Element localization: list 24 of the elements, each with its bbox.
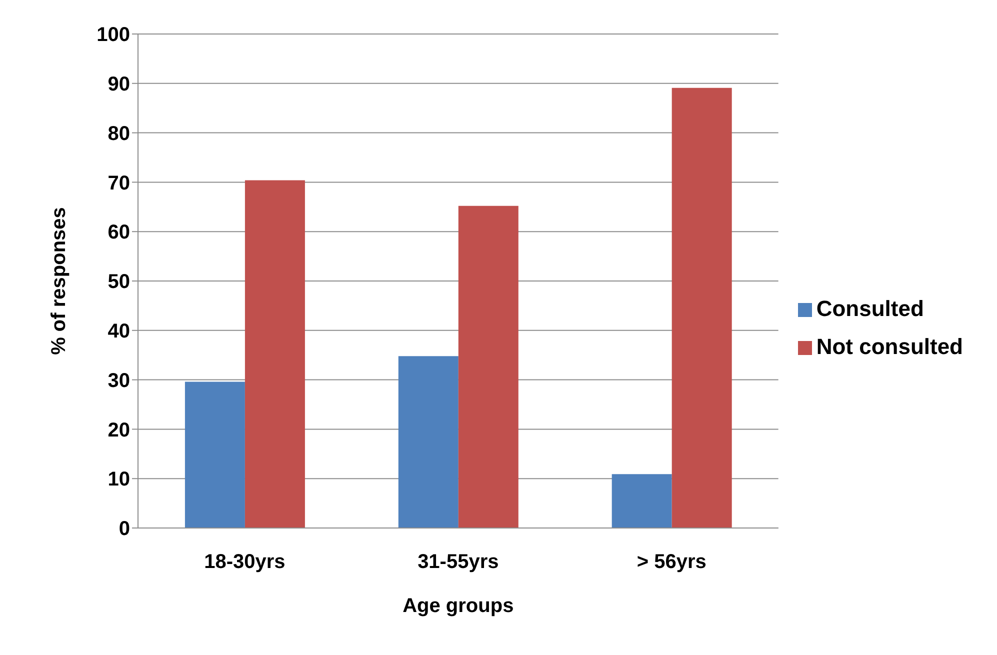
y-tick-label: 20 bbox=[108, 419, 130, 442]
y-tick-label: 0 bbox=[118, 518, 130, 540]
bar bbox=[184, 382, 245, 528]
y-tick-label: 50 bbox=[108, 271, 130, 294]
y-tick-label: 60 bbox=[108, 222, 130, 244]
bar bbox=[398, 356, 458, 528]
y-tick-label: 10 bbox=[108, 468, 130, 491]
x-tick-label: 18-30yrs bbox=[204, 551, 286, 574]
bar bbox=[672, 88, 732, 528]
x-tick-label: 31-55yrs bbox=[418, 551, 499, 574]
y-tick-label: 70 bbox=[108, 172, 130, 194]
y-axis-title: % of responses bbox=[48, 207, 70, 355]
legend-label: Not consulted bbox=[816, 334, 963, 359]
y-tick-label: 100 bbox=[96, 24, 130, 46]
y-tick-label: 90 bbox=[108, 74, 130, 96]
y-tick-label: 40 bbox=[108, 320, 130, 342]
x-tick-label: > 56yrs bbox=[636, 551, 706, 574]
y-tick-label: 30 bbox=[108, 370, 130, 392]
bar bbox=[612, 474, 672, 528]
x-axis-title: Age groups bbox=[402, 595, 514, 617]
legend-label: Consulted bbox=[816, 296, 924, 321]
bar bbox=[458, 206, 518, 528]
bar bbox=[244, 180, 305, 528]
y-tick-label: 80 bbox=[108, 122, 130, 145]
